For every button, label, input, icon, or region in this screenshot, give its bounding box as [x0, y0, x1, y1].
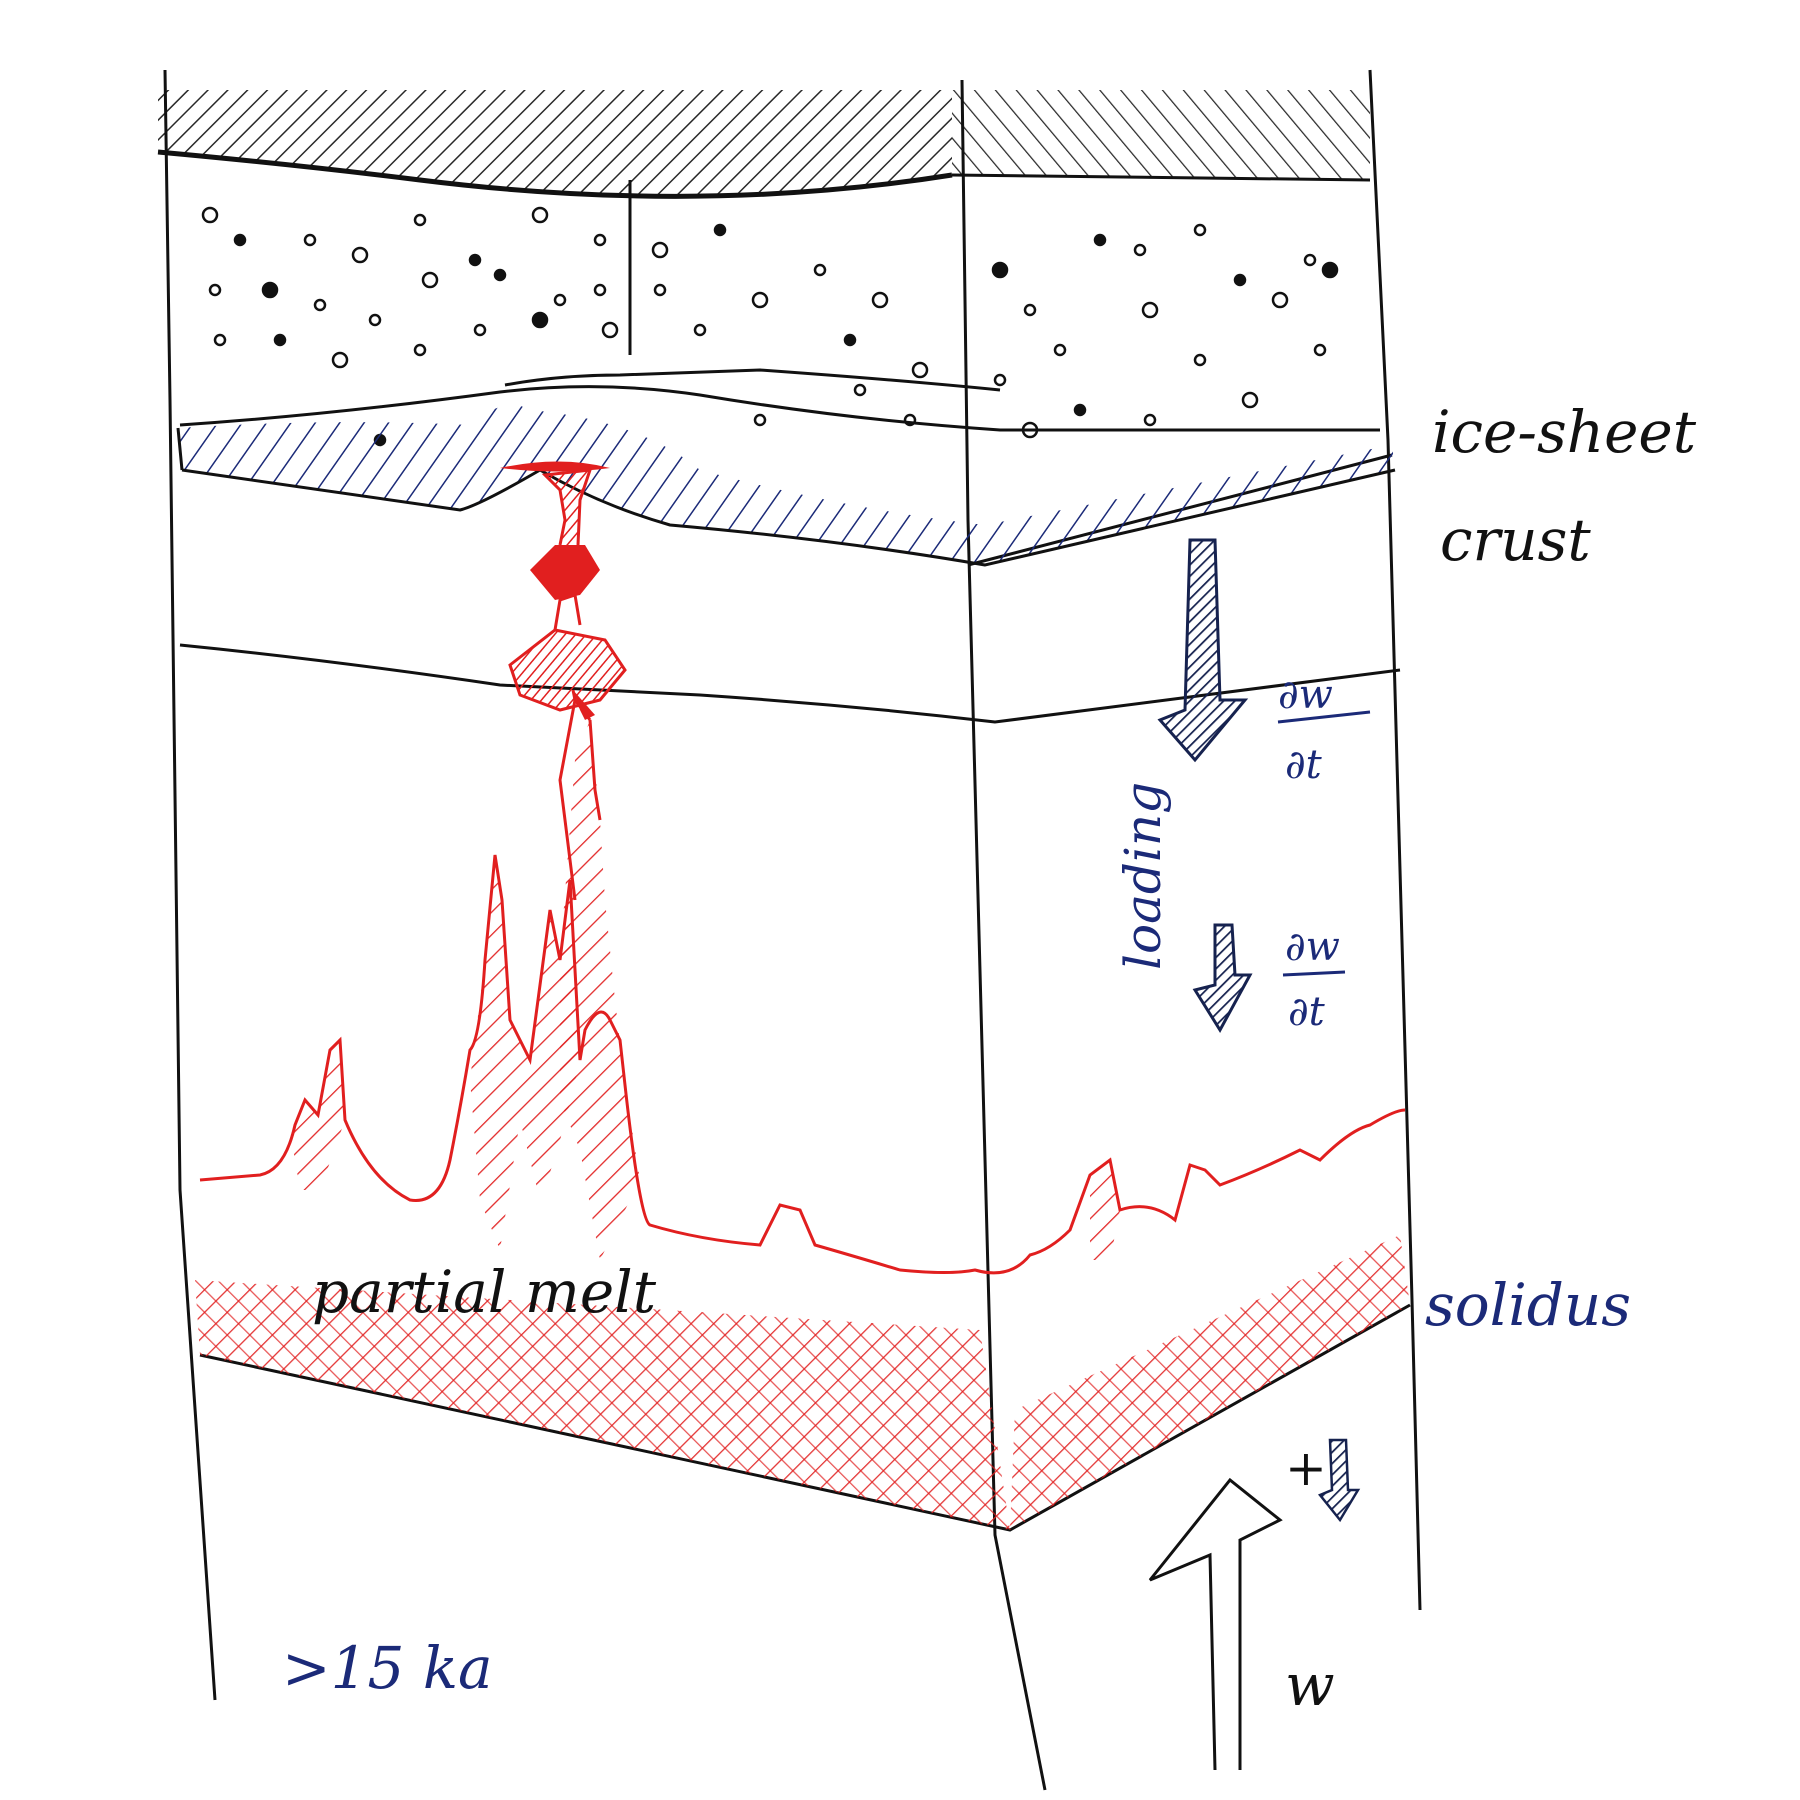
partial-melt-band: [195, 1235, 1410, 1530]
sediment-dot: [493, 268, 507, 282]
uplift-arrow: [1148, 1477, 1283, 1771]
sediment-dot: [261, 281, 279, 299]
sediment-dot: [201, 206, 219, 224]
melt-spikes: [290, 720, 1120, 1260]
label-crust: crust: [1440, 506, 1591, 574]
sediment-dot: [651, 241, 669, 259]
label-age: >15 ka: [282, 1634, 493, 1702]
small-arrow-down: [1317, 1438, 1361, 1523]
sediment-dot: [601, 321, 619, 339]
sediment-dot: [1193, 223, 1207, 237]
sediment-dot: [421, 271, 439, 289]
loading-arrow-lower: [1192, 923, 1253, 1033]
sediment-dot: [1271, 291, 1289, 309]
dwdt-upper-bar: [1277, 710, 1371, 724]
sediment-dot: [368, 313, 382, 327]
sediment-dot: [531, 206, 549, 224]
sediment-dot: [593, 283, 607, 297]
sediment-dot: [351, 246, 369, 264]
dotted-sediment-layer: [201, 206, 1339, 447]
sediment-dot: [213, 333, 227, 347]
sediment-dot: [1073, 403, 1087, 417]
label-partial-melt: partial melt: [312, 1258, 657, 1326]
sediment-dot: [1241, 391, 1259, 409]
sediment-dot: [1023, 303, 1037, 317]
sediment-dot: [843, 333, 857, 347]
sediment-dot: [871, 291, 889, 309]
dwdt-lower-bar: [1282, 970, 1346, 977]
sediment-dot: [413, 213, 427, 227]
sediment-dot: [1141, 301, 1159, 319]
surface-hatched-layer: [157, 90, 1371, 199]
sediment-dot: [693, 323, 707, 337]
sediment-dot: [753, 413, 767, 427]
sediment-dot: [911, 361, 929, 379]
dwdt-upper-denominator: ∂t: [1285, 742, 1323, 788]
sediment-dot: [1313, 343, 1327, 357]
label-plus: +: [1285, 1439, 1327, 1497]
label-solidus: solidus: [1425, 1271, 1631, 1339]
sediment-dot: [853, 383, 867, 397]
melt-front-line: [199, 854, 1406, 1275]
sediment-dot: [1303, 253, 1317, 267]
sediment-dot: [303, 233, 317, 247]
sediment-dot: [1193, 353, 1207, 367]
labels: ice-sheet crust solidus partial melt >15…: [282, 398, 1697, 1719]
sediment-dot: [593, 233, 607, 247]
sediment-dot: [713, 223, 727, 237]
sediment-dot: [653, 283, 667, 297]
sediment-dot: [468, 253, 482, 267]
sediment-dot: [313, 298, 327, 312]
sediment-dot: [1143, 413, 1157, 427]
sediment-dot: [273, 333, 287, 347]
label-loading: loading: [1114, 782, 1172, 970]
sediment-dot: [1233, 273, 1247, 287]
label-w: w: [1285, 1651, 1335, 1719]
label-ice-sheet: ice-sheet: [1432, 398, 1697, 466]
dwdt-lower-denominator: ∂t: [1288, 989, 1326, 1035]
sediment-dot: [813, 263, 827, 277]
sediment-dot: [208, 283, 222, 297]
sediment-dot: [991, 261, 1009, 279]
melt-conduit: [500, 461, 627, 901]
sediment-dot: [751, 291, 769, 309]
sediment-dot: [903, 413, 917, 427]
sediment-dot: [1321, 261, 1339, 279]
sediment-dot: [1053, 343, 1067, 357]
sediment-dot: [531, 311, 549, 329]
dwdt-upper-numerator: ∂w: [1278, 672, 1333, 718]
sediment-dot: [1133, 243, 1147, 257]
sediment-dot: [413, 343, 427, 357]
sediment-dot: [1093, 233, 1107, 247]
sediment-dot: [553, 293, 567, 307]
sediment-dot: [233, 233, 247, 247]
loading-arrow-upper: [1157, 538, 1249, 763]
sediment-dot: [331, 351, 349, 369]
sediment-dot: [993, 373, 1007, 387]
sediment-dot: [473, 323, 487, 337]
dwdt-lower-numerator: ∂w: [1285, 924, 1340, 970]
